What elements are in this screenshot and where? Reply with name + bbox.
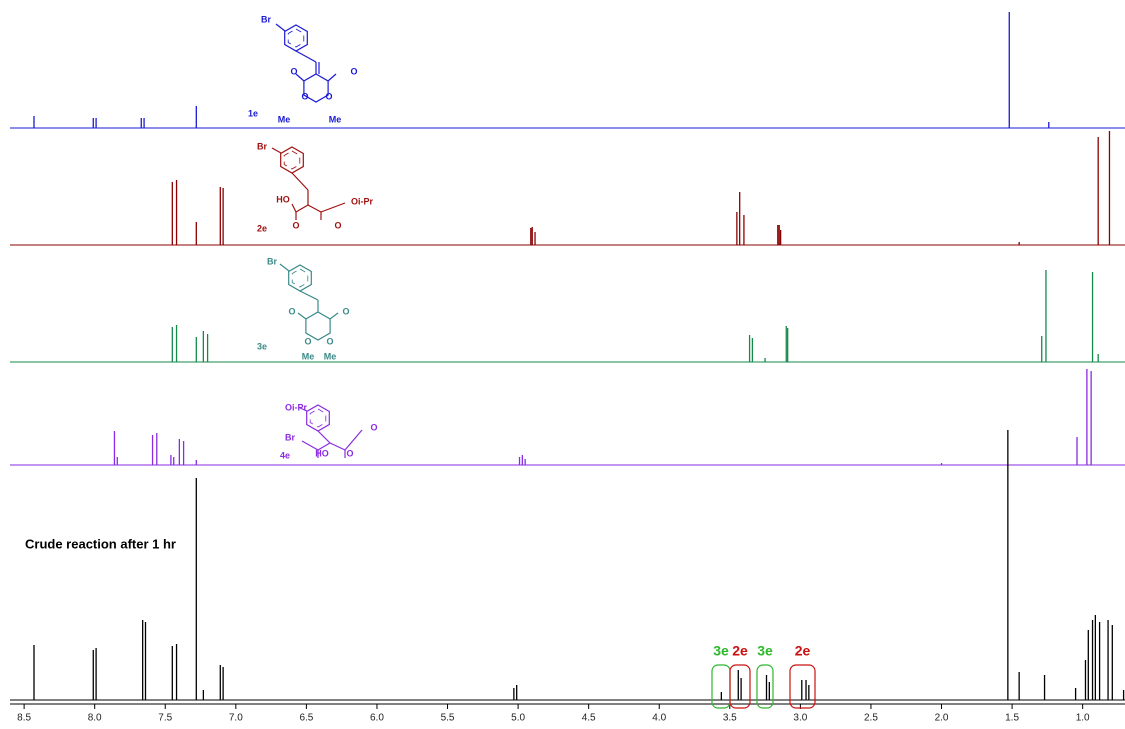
- atom-label: O: [288, 306, 295, 316]
- annotation-box: [711, 664, 731, 709]
- atom-label: Br: [257, 141, 267, 151]
- atom-label: O: [346, 448, 353, 458]
- bond: [327, 73, 337, 82]
- spectrum-label: Crude reaction after 1 hr: [25, 536, 176, 551]
- atom-label: Oi-Pr: [351, 196, 374, 206]
- x-tick-label: 5.0: [511, 713, 525, 724]
- bond: [317, 430, 331, 444]
- atom-label: O: [334, 220, 341, 230]
- spectrum: Br O O O O Me Me 3e: [10, 256, 1125, 363]
- bond: [291, 203, 297, 213]
- atom-label: Oi-Pr: [285, 402, 308, 412]
- x-tick-label: 4.0: [652, 713, 666, 724]
- annotation-label: 2e: [795, 643, 811, 659]
- atom-label: Me: [329, 114, 342, 124]
- x-tick-label: 7.5: [158, 713, 172, 724]
- x-tick-label: 2.5: [864, 713, 878, 724]
- atom-label: HO: [315, 448, 329, 458]
- annotation-label: 3e: [757, 643, 773, 659]
- atom-label: Br: [267, 256, 277, 266]
- atom-label: HO: [276, 194, 290, 204]
- aromatic-inner: [287, 28, 305, 48]
- bond: [317, 442, 331, 451]
- bond: [279, 263, 290, 272]
- bond: [297, 312, 307, 320]
- x-tick-label: 5.5: [441, 713, 455, 724]
- x-tick-label: 1.5: [1005, 713, 1019, 724]
- atom-label: Br: [285, 432, 295, 442]
- bond: [295, 204, 309, 213]
- bond: [344, 429, 363, 451]
- aromatic-inner: [309, 408, 327, 428]
- atom-label: O: [292, 220, 299, 230]
- annotation-label: 2e: [732, 643, 748, 659]
- bond: [329, 442, 346, 451]
- spectrum: Br HO O O Oi-Pr 2e: [10, 131, 1125, 246]
- atom-label: Br: [261, 14, 271, 24]
- compound-label: 2e: [257, 223, 267, 233]
- annotation-box: [756, 664, 774, 709]
- bond: [291, 172, 309, 191]
- x-tick-label: 3.5: [723, 713, 737, 724]
- atom-label: Me: [324, 351, 337, 361]
- x-tick-label: 6.5: [299, 713, 313, 724]
- atom-label: O: [326, 336, 333, 346]
- bond: [275, 23, 286, 32]
- bond: [295, 73, 305, 82]
- annotation-box: [729, 664, 751, 709]
- spectrum: Br HO O O Oi-Pr 4e: [10, 369, 1125, 466]
- bond: [299, 290, 319, 301]
- compound-label: 3e: [257, 341, 267, 351]
- atom-label: Me: [302, 351, 315, 361]
- x-tick-label: 4.5: [582, 713, 596, 724]
- x-tick-label: 7.0: [229, 713, 243, 724]
- compound-label: 1e: [248, 108, 258, 118]
- atom-label: O: [290, 66, 297, 76]
- atom-label: O: [342, 306, 349, 316]
- x-tick-label: 8.0: [88, 713, 102, 724]
- atom-label: O: [370, 422, 377, 432]
- atom-label: O: [325, 91, 332, 101]
- x-tick-label: 6.0: [370, 713, 384, 724]
- bond: [299, 407, 308, 412]
- x-tick-label: 2.0: [935, 713, 949, 724]
- aromatic-inner: [291, 268, 309, 288]
- spectrum: Br O O O O Me Me 1e: [10, 12, 1125, 129]
- atom-label: O: [304, 336, 311, 346]
- x-tick-label: 3.0: [793, 713, 807, 724]
- bond: [295, 50, 317, 63]
- annotation-label: 3e: [713, 643, 729, 659]
- compound-label: 4e: [280, 450, 290, 460]
- x-tick-label: 1.0: [1076, 713, 1090, 724]
- aromatic-inner: [283, 150, 301, 170]
- annotation-box: [789, 664, 816, 709]
- bond: [320, 202, 346, 213]
- bond: [307, 204, 322, 213]
- atom-label: O: [301, 91, 308, 101]
- bond: [301, 440, 319, 451]
- x-tick-label: 8.5: [17, 713, 31, 724]
- atom-label: Me: [278, 114, 291, 124]
- atom-label: O: [350, 66, 357, 76]
- bond: [329, 312, 339, 320]
- bond: [271, 147, 282, 154]
- spectrum: Crude reaction after 1 hr: [10, 430, 1125, 701]
